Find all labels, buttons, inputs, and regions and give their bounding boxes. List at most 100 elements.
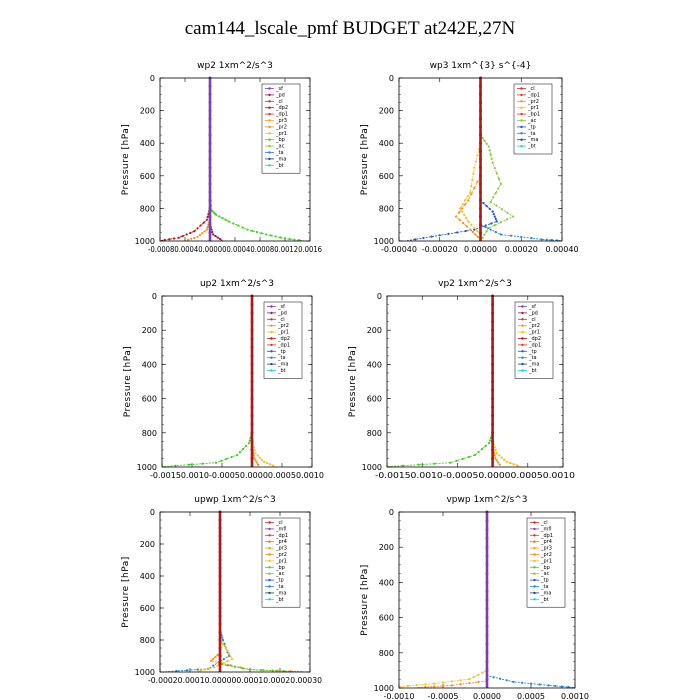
- x-tick-label: -0.00020: [422, 245, 458, 254]
- y-axis-label: Pressure [hPa]: [348, 346, 358, 418]
- series-marker: [190, 237, 193, 240]
- legend-marker: [268, 87, 271, 90]
- series-marker: [218, 614, 222, 618]
- series-marker: [495, 452, 498, 455]
- legend-entry: _bp1: [527, 112, 540, 118]
- series-marker: [256, 463, 260, 466]
- series-marker: [208, 223, 212, 227]
- series-marker: [467, 220, 470, 223]
- y-tick-label: 0: [389, 508, 394, 517]
- series-marker: [455, 459, 458, 462]
- series-marker: [208, 92, 212, 96]
- series-marker: [490, 157, 493, 160]
- series-marker: [254, 459, 257, 462]
- series-marker: [485, 554, 489, 558]
- series-marker: [491, 337, 495, 341]
- panel-3: up2 1xm^2/s^3 Pressure [hPa] 0 200 400 600 800…: [123, 279, 324, 480]
- series-marker: [497, 187, 500, 190]
- series-marker: [250, 337, 254, 341]
- series-marker: [479, 109, 482, 113]
- series-marker: [283, 237, 287, 240]
- legend-marker: [521, 343, 524, 347]
- legend-entry: _ma: [275, 156, 286, 162]
- legend-marker: [270, 311, 273, 315]
- series-marker: [476, 230, 479, 233]
- series-marker: [250, 311, 254, 315]
- series-marker: [459, 207, 462, 210]
- series-marker: [218, 638, 222, 642]
- legend-marker: [268, 521, 271, 524]
- series-marker: [218, 534, 222, 538]
- series-marker: [481, 671, 484, 674]
- series-marker: [468, 682, 471, 685]
- series-marker: [248, 439, 251, 442]
- legend-entry: _ma: [528, 362, 539, 368]
- series-marker: [241, 226, 244, 229]
- legend-marker: [533, 540, 536, 543]
- series-marker: [485, 677, 489, 681]
- series-line-dp1: [161, 296, 253, 468]
- series-marker: [495, 220, 498, 223]
- legend-entry: _ta: [528, 355, 537, 361]
- legend-entry: _ta: [275, 150, 284, 156]
- legend-marker: [268, 527, 271, 531]
- legend-marker: [268, 534, 271, 537]
- y-tick-label: 600: [140, 172, 155, 181]
- legend-marker: [268, 151, 271, 154]
- series-marker: [274, 235, 277, 238]
- series-marker: [494, 217, 497, 221]
- legend-entry: _pr1: [275, 131, 287, 137]
- series-marker: [250, 439, 254, 443]
- series-marker: [222, 658, 225, 661]
- legend-marker: [520, 132, 523, 135]
- y-tick-label: 200: [379, 107, 394, 116]
- series-marker: [288, 237, 291, 241]
- plot-frame: [398, 77, 563, 242]
- series-line-dp1: [386, 296, 494, 468]
- series-marker: [499, 233, 502, 236]
- series-marker: [464, 203, 467, 206]
- series-marker: [560, 685, 563, 688]
- series-marker: [482, 202, 485, 205]
- legend-entry: _cl: [275, 99, 283, 105]
- series-marker: [491, 397, 495, 401]
- series-marker: [196, 668, 199, 671]
- legend-marker: [520, 112, 523, 116]
- y-tick-label: 400: [140, 572, 155, 581]
- legend-box: [513, 83, 553, 155]
- legend-marker: [533, 534, 536, 537]
- series-marker: [224, 218, 227, 221]
- legend-entry: _pd: [528, 310, 538, 316]
- series-marker: [189, 231, 192, 234]
- legend-entry: _pr2: [528, 323, 540, 329]
- series-marker: [215, 213, 218, 217]
- series-marker: [216, 653, 219, 656]
- legend-entry: _dp1: [275, 533, 288, 539]
- series-marker: [493, 224, 496, 227]
- legend-marker: [520, 87, 523, 90]
- series-marker: [491, 345, 495, 349]
- legend-entry: _bt: [275, 163, 284, 169]
- series-marker: [208, 100, 212, 104]
- series-marker: [218, 646, 222, 650]
- series-marker: [498, 454, 501, 457]
- series-marker: [469, 191, 472, 194]
- legend-marker: [520, 100, 523, 103]
- series-marker: [250, 456, 254, 460]
- legend-marker: [520, 93, 523, 97]
- series-marker: [493, 446, 496, 449]
- series-marker: [479, 117, 482, 121]
- series-marker: [485, 519, 489, 523]
- series-marker: [433, 462, 436, 465]
- series-marker: [499, 677, 502, 680]
- series-marker: [492, 676, 495, 679]
- series-marker: [208, 667, 211, 670]
- series-marker: [472, 172, 475, 175]
- series-marker: [485, 580, 489, 584]
- series-marker: [495, 459, 498, 462]
- y-tick-label: 200: [379, 543, 394, 552]
- series-marker: [468, 678, 471, 681]
- legend-marker: [520, 144, 523, 148]
- series-marker: [459, 679, 462, 682]
- panel-title: wp2 1xm^2/s^3: [197, 61, 273, 71]
